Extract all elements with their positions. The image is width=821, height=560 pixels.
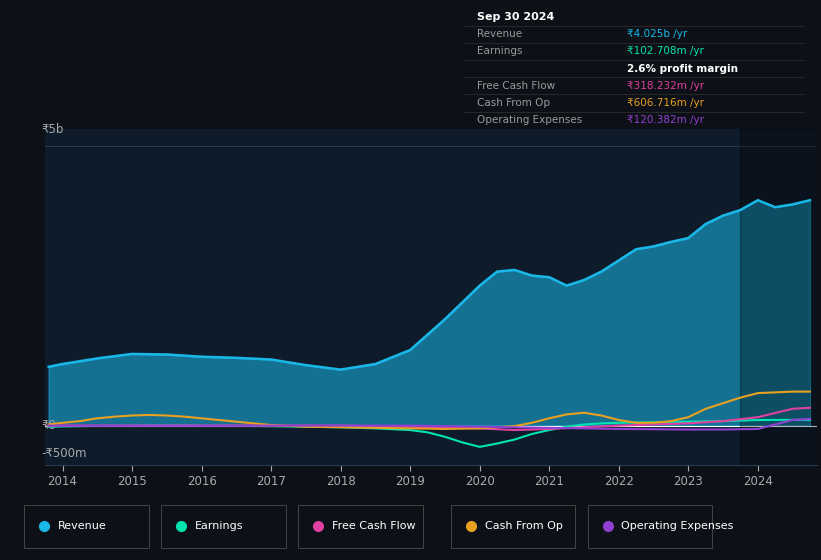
Text: Cash From Op: Cash From Op — [478, 98, 551, 108]
Bar — [741, 129, 817, 465]
Text: Sep 30 2024: Sep 30 2024 — [478, 12, 555, 22]
Text: Earnings: Earnings — [478, 46, 523, 57]
Text: ₹0: ₹0 — [41, 419, 56, 432]
Text: Revenue: Revenue — [478, 29, 523, 39]
Text: ₹120.382m /yr: ₹120.382m /yr — [627, 115, 704, 125]
Text: Earnings: Earnings — [195, 521, 243, 531]
Text: ₹318.232m /yr: ₹318.232m /yr — [627, 81, 704, 91]
Text: ₹5b: ₹5b — [41, 123, 64, 136]
Text: Operating Expenses: Operating Expenses — [621, 521, 734, 531]
Text: ₹102.708m /yr: ₹102.708m /yr — [627, 46, 704, 57]
Text: -₹500m: -₹500m — [41, 447, 87, 460]
Text: ₹4.025b /yr: ₹4.025b /yr — [627, 29, 688, 39]
Text: ₹606.716m /yr: ₹606.716m /yr — [627, 98, 704, 108]
Text: Cash From Op: Cash From Op — [484, 521, 562, 531]
Text: 2.6% profit margin: 2.6% profit margin — [627, 64, 738, 73]
Text: Operating Expenses: Operating Expenses — [478, 115, 583, 125]
Text: Revenue: Revenue — [58, 521, 107, 531]
Text: Free Cash Flow: Free Cash Flow — [332, 521, 415, 531]
Text: Free Cash Flow: Free Cash Flow — [478, 81, 556, 91]
